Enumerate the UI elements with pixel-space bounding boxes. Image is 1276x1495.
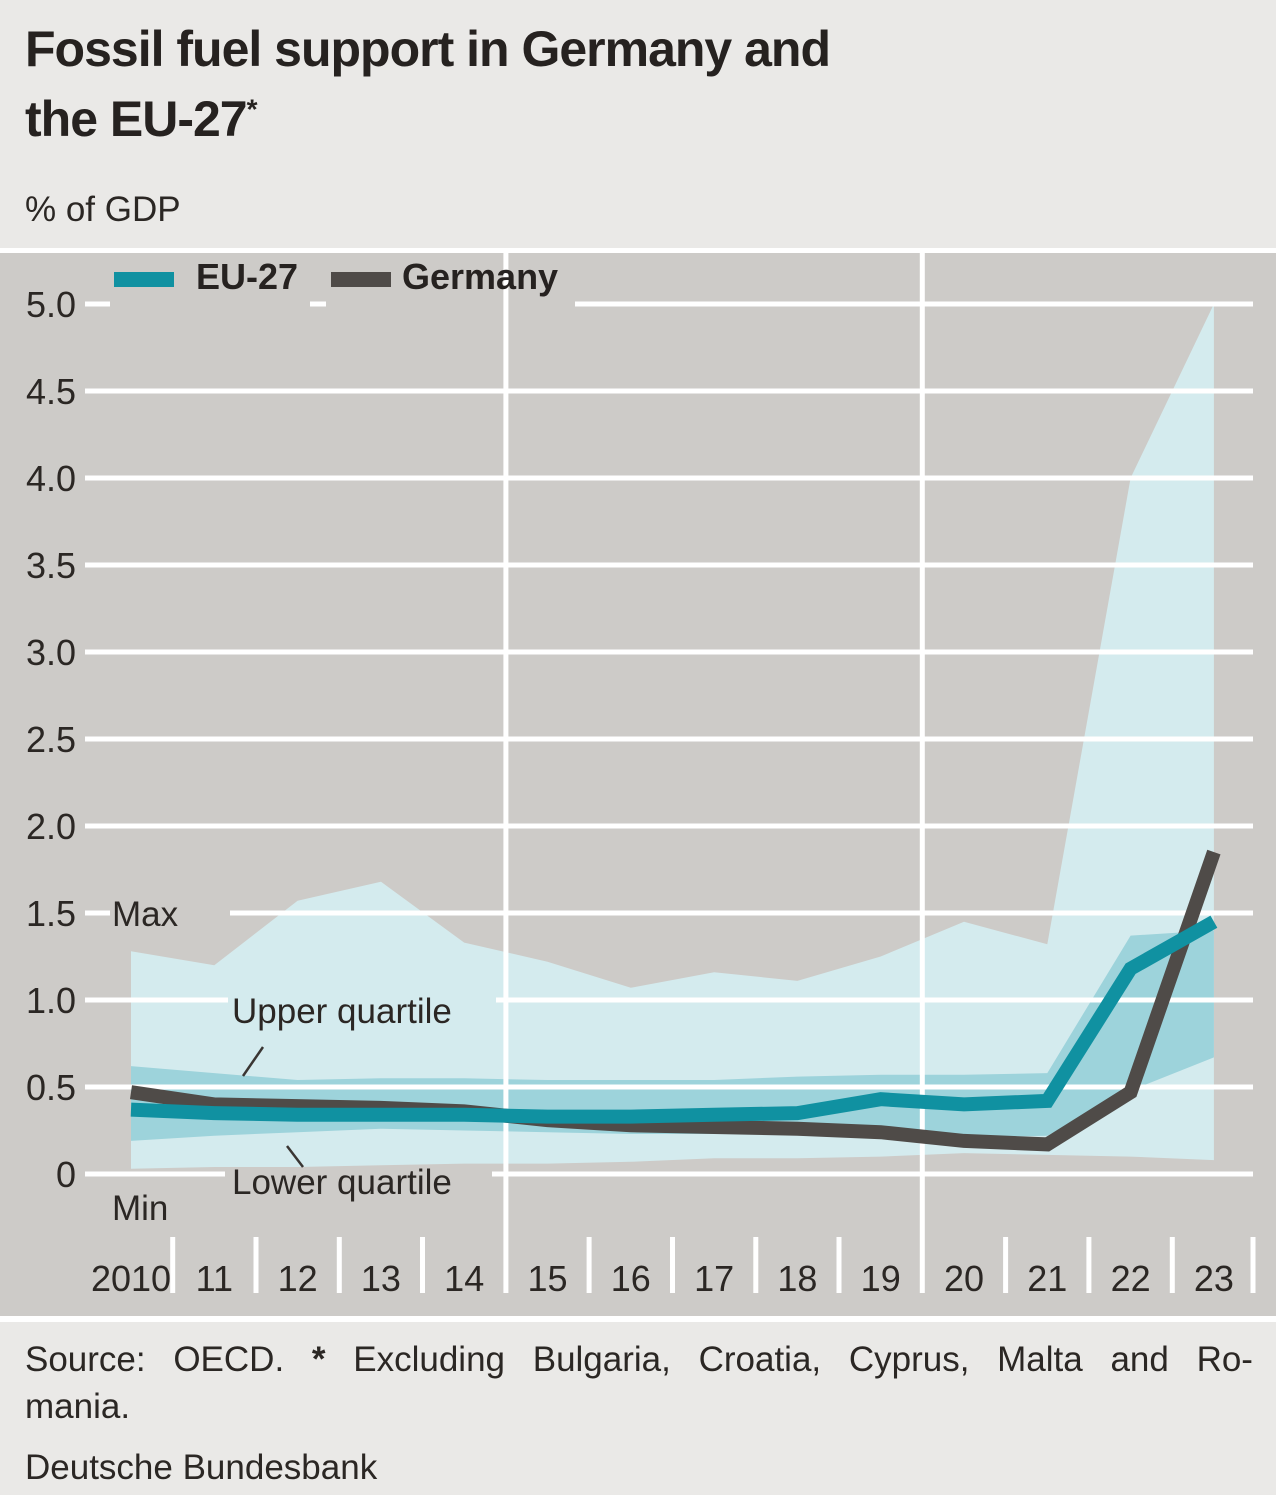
annotation-max: Max — [112, 895, 179, 934]
annotation-min: Min — [112, 1189, 168, 1228]
legend-swatch-germany — [331, 272, 391, 287]
title-footnote-asterisk: * — [246, 93, 258, 125]
source-note-line1: Source: OECD. * Excluding Bulgaria, Croa… — [25, 1336, 1253, 1383]
y-axis-label: 0.5 — [26, 1067, 76, 1108]
source-note-line2: mania. — [25, 1387, 131, 1426]
x-axis-label: 16 — [611, 1258, 651, 1299]
y-axis-label: 1.0 — [26, 980, 76, 1021]
x-axis-label: 2010 — [91, 1258, 171, 1299]
x-axis-label: 11 — [196, 1258, 233, 1299]
x-axis-label: 19 — [861, 1258, 901, 1299]
plot-footer-divider — [0, 1316, 1276, 1322]
x-axis-label: 15 — [527, 1258, 567, 1299]
y-axis-label: 5.0 — [26, 284, 76, 325]
publisher-label: Deutsche Bundesbank — [25, 1448, 378, 1487]
germany-line — [129, 849, 1221, 1152]
plot-region: 5.0 4.5 4.0 3.5 3.0 2.5 2.0 1.5 1.0 0.5 0 2010 11 12 1… — [0, 253, 1276, 1316]
footnote-text: Excluding Bulgaria, Croatia, Cyprus, Mal… — [353, 1340, 1253, 1379]
y-axis-unit-label: % of GDP — [25, 190, 181, 229]
title-line-1: Fossil fuel support in Germany and — [25, 21, 831, 77]
legend-label-eu27: EU-27 — [196, 256, 299, 297]
x-axis-label: 14 — [444, 1258, 484, 1299]
header: Fossil fuel support in Germany and the EU… — [0, 0, 1276, 248]
legend-label-germany: Germany — [402, 256, 559, 297]
footer: Source: OECD. * Excluding Bulgaria, Croa… — [0, 1322, 1276, 1495]
lower-quartile-leader-line — [286, 1145, 304, 1168]
annotation-lower-quartile: Lower quartile — [232, 1163, 452, 1202]
band-min-max — [131, 304, 1214, 1169]
chart-canvas: 5.0 4.5 4.0 3.5 3.0 2.5 2.0 1.5 1.0 0.5 0 2010 11 12 1… — [26, 253, 1256, 1299]
legend-swatch-eu27 — [114, 272, 174, 287]
y-axis-label: 4.0 — [26, 458, 76, 499]
y-axis-label: 3.0 — [26, 632, 76, 673]
eu27-line — [130, 915, 1218, 1124]
x-axis-label: 21 — [1027, 1258, 1067, 1299]
header-plot-divider — [0, 248, 1276, 253]
annotation-upper-quartile: Upper quartile — [232, 992, 452, 1031]
x-axis-label: 23 — [1194, 1258, 1234, 1299]
y-axis-label: 1.5 — [26, 893, 76, 934]
x-axis-label: 12 — [278, 1258, 318, 1299]
chart-legend: EU-27 Germany — [0, 253, 1276, 313]
x-axis-label: 22 — [1111, 1258, 1151, 1299]
x-axis-label: 18 — [777, 1258, 817, 1299]
footnote-asterisk: * — [311, 1340, 326, 1379]
y-axis-label: 0 — [56, 1154, 76, 1195]
y-axis-label: 2.0 — [26, 806, 76, 847]
x-axis-label: 20 — [944, 1258, 984, 1299]
y-axis-label: 4.5 — [26, 371, 76, 412]
page-title: Fossil fuel support in Germany and the EU… — [25, 14, 831, 154]
title-line-2: the EU-27* — [25, 91, 258, 147]
x-axis-label: 13 — [361, 1258, 401, 1299]
source-label: Source: OECD. — [25, 1340, 285, 1379]
y-axis-label: 2.5 — [26, 719, 76, 760]
y-axis-label: 3.5 — [26, 545, 76, 586]
x-axis-label: 17 — [694, 1258, 734, 1299]
upper-quartile-leader-line — [241, 1046, 265, 1077]
